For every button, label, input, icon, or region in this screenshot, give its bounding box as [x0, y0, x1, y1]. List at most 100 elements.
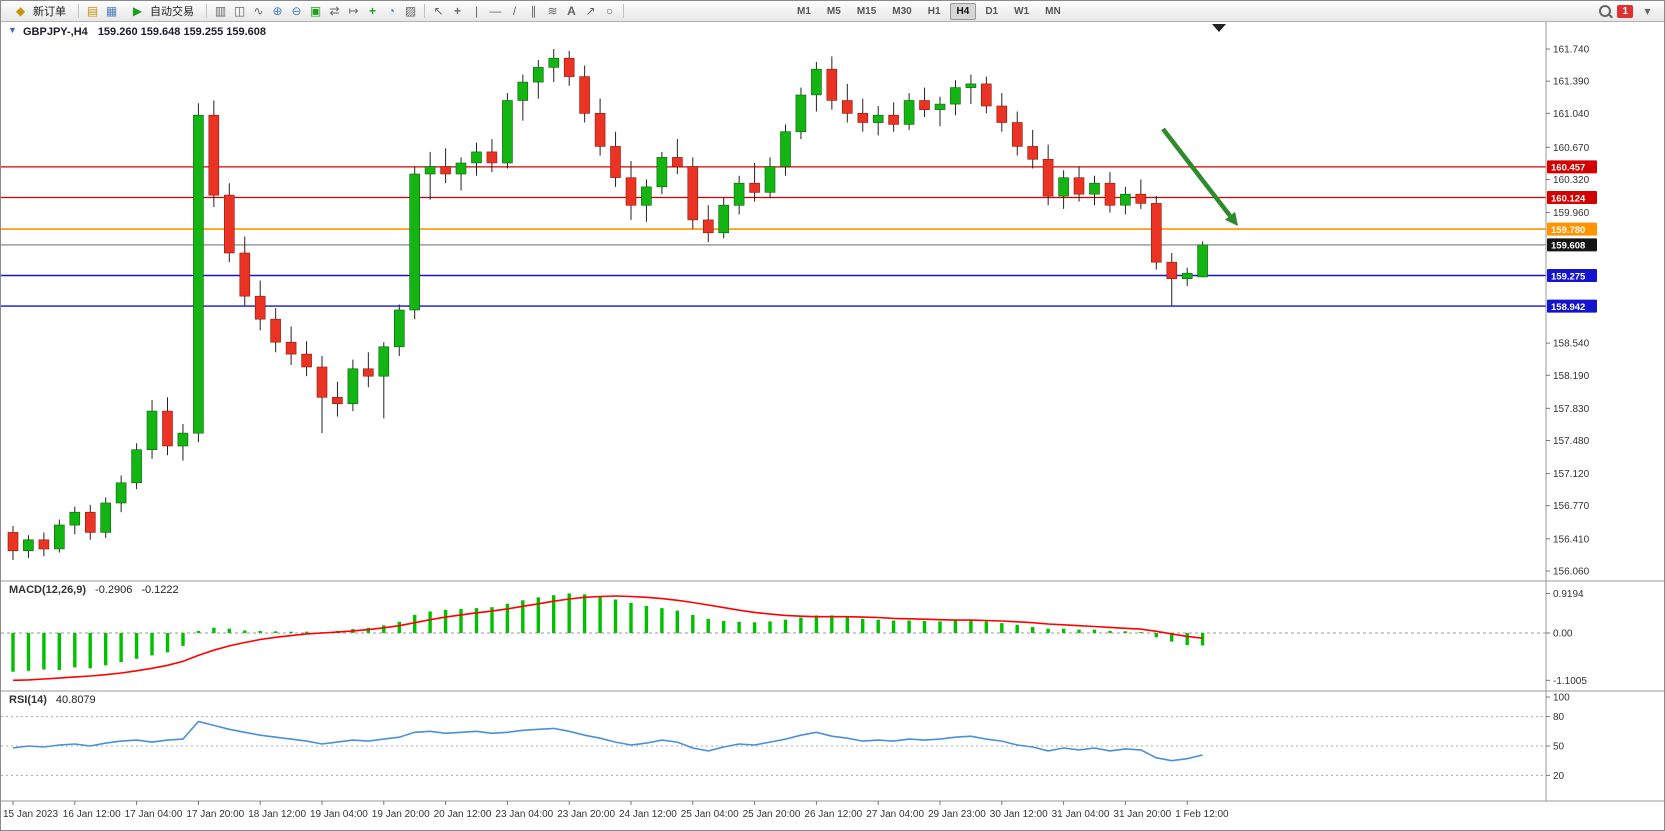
trend-arrow-annotation[interactable]: [1161, 127, 1232, 218]
timeframe-h4[interactable]: H4: [949, 2, 977, 20]
macd-histogram-bar: [443, 609, 448, 633]
candle: [38, 539, 50, 550]
charts-window-icon[interactable]: ▦: [105, 4, 118, 18]
crosshair-icon[interactable]: +: [453, 4, 461, 18]
trend-line-tool-icon[interactable]: /: [512, 4, 517, 18]
rsi-line: [12, 720, 1203, 762]
vertical-line-tool-icon[interactable]: |: [474, 4, 479, 18]
price-line-label: 159.780: [1551, 225, 1585, 236]
macd-name: MACD(12,26,9): [9, 584, 87, 596]
cursor-icon[interactable]: ↖: [433, 4, 444, 18]
macd-histogram-bar: [969, 620, 973, 633]
chart-shift-marker-icon[interactable]: [1212, 24, 1226, 32]
price-axis-label: 156.770: [1553, 501, 1590, 512]
macd-histogram-bar: [474, 608, 479, 633]
macd-histogram-bar: [1170, 633, 1174, 642]
time-axis-label: 19 Jan 20:00: [372, 809, 430, 820]
timeframe-mn[interactable]: MN: [1045, 5, 1061, 17]
shapes-tool-icon[interactable]: ○: [605, 4, 614, 18]
candle: [1166, 261, 1178, 279]
candle: [749, 182, 760, 193]
macd-axis-label: 0.9194: [1553, 589, 1584, 600]
candle: [950, 87, 961, 105]
timeframe-d1[interactable]: D1: [985, 5, 999, 17]
timeframe-w1[interactable]: W1: [1014, 5, 1030, 17]
candle: [872, 114, 884, 123]
candle: [1073, 177, 1085, 195]
candle: [1104, 182, 1116, 206]
toolbar-separator: [623, 4, 624, 18]
candle: [424, 166, 436, 175]
rsi-name: RSI(14): [9, 694, 47, 706]
trend-arrow-head: [1224, 211, 1238, 226]
bar-chart-icon[interactable]: ▥: [214, 4, 227, 18]
macd-histogram-bar: [737, 621, 741, 633]
candle: [934, 103, 946, 110]
time-axis-label: 25 Jan 04:00: [681, 809, 739, 820]
arrows-tool-icon[interactable]: ↗: [585, 4, 596, 18]
macd-histogram-bar: [1015, 624, 1019, 633]
candle: [965, 83, 977, 88]
time-axis-label: 31 Jan 20:00: [1113, 809, 1171, 820]
candle: [393, 309, 405, 348]
candle: [1151, 203, 1162, 263]
candle: [455, 162, 467, 175]
toolbar-separator: [78, 4, 79, 18]
macd-histogram-bar: [783, 619, 788, 633]
macd-histogram-bar: [1092, 629, 1097, 633]
timeframe-m5[interactable]: M5: [826, 5, 841, 17]
zoom-out-icon[interactable]: ⊖: [291, 4, 302, 18]
toolbar-right-group: 1 ▾: [1599, 3, 1660, 19]
candle: [733, 182, 745, 206]
scripts-icon[interactable]: ▤: [86, 4, 99, 18]
macd-histogram-bar: [613, 599, 618, 633]
candle: [115, 482, 127, 504]
zoom-in-icon[interactable]: ⊕: [272, 4, 283, 18]
macd-histogram-bar: [1061, 628, 1066, 633]
ohlc-values: 159.260 159.648 159.255 159.608: [97, 26, 267, 38]
auto-scroll-icon[interactable]: ⇄: [329, 4, 340, 18]
chart-shift-icon[interactable]: ↦: [348, 4, 359, 18]
macd-histogram-bar: [1046, 628, 1050, 633]
chart-area[interactable]: 161.740 161.390 161.040 160.670 160.320 159.9…: [1, 21, 1665, 831]
toolbar: ◆ 新订单 ▤ ▦ ▶ 自动交易 ▥ ◫ ∿ ⊕ ⊖ ▣ ⇄ ↦ + ◔ ▨ ↖…: [1, 1, 1664, 22]
macd-histogram-bar: [922, 621, 927, 633]
search-icon[interactable]: [1599, 5, 1612, 17]
timeframe-m15[interactable]: M15: [856, 5, 877, 17]
macd-histogram-bar: [397, 621, 401, 633]
timeframe-h1[interactable]: H1: [927, 5, 941, 17]
channel-tool-icon[interactable]: ∥: [530, 4, 537, 18]
timeframe-m1[interactable]: M1: [797, 5, 811, 17]
price-line-label-box: [1547, 222, 1597, 236]
rsi-indicator-label: RSI(14) 40.8079: [9, 694, 96, 706]
indicators-icon[interactable]: +: [368, 4, 376, 18]
candle: [687, 166, 699, 221]
candle: [888, 114, 899, 125]
horizontal-line-tool-icon[interactable]: —: [489, 4, 502, 18]
candle: [1058, 177, 1069, 197]
macd-histogram-bar: [490, 607, 494, 633]
tile-windows-icon[interactable]: ▣: [309, 4, 322, 18]
line-chart-icon[interactable]: ∿: [253, 4, 264, 18]
timeframe-m30[interactable]: M30: [892, 5, 912, 17]
toolbar-dropdown-icon[interactable]: ▾: [1644, 4, 1651, 18]
candlestick-chart-icon[interactable]: ◫: [233, 4, 246, 18]
candle: [563, 57, 575, 77]
rsi-axis-label: 80: [1553, 712, 1565, 723]
macd-histogram-bar: [675, 610, 679, 633]
macd-histogram-bar: [644, 605, 649, 633]
auto-trading-label: 自动交易: [150, 6, 194, 18]
notification-badge[interactable]: 1: [1617, 4, 1633, 18]
templates-icon[interactable]: ▨: [404, 4, 417, 18]
candle: [1027, 146, 1038, 160]
periods-icon[interactable]: ◔: [387, 4, 396, 18]
candle: [162, 410, 173, 447]
one-click-trading-toggle-icon[interactable]: ▼: [8, 25, 17, 35]
macd-histogram-bar: [212, 627, 216, 633]
candle: [85, 511, 96, 533]
new-order-button[interactable]: ◆ 新订单: [5, 3, 73, 20]
fibonacci-tool-icon[interactable]: ≋: [547, 4, 558, 18]
candle: [811, 68, 822, 96]
auto-trading-button[interactable]: ▶ 自动交易: [122, 3, 201, 20]
text-tool-icon[interactable]: A: [567, 4, 576, 18]
